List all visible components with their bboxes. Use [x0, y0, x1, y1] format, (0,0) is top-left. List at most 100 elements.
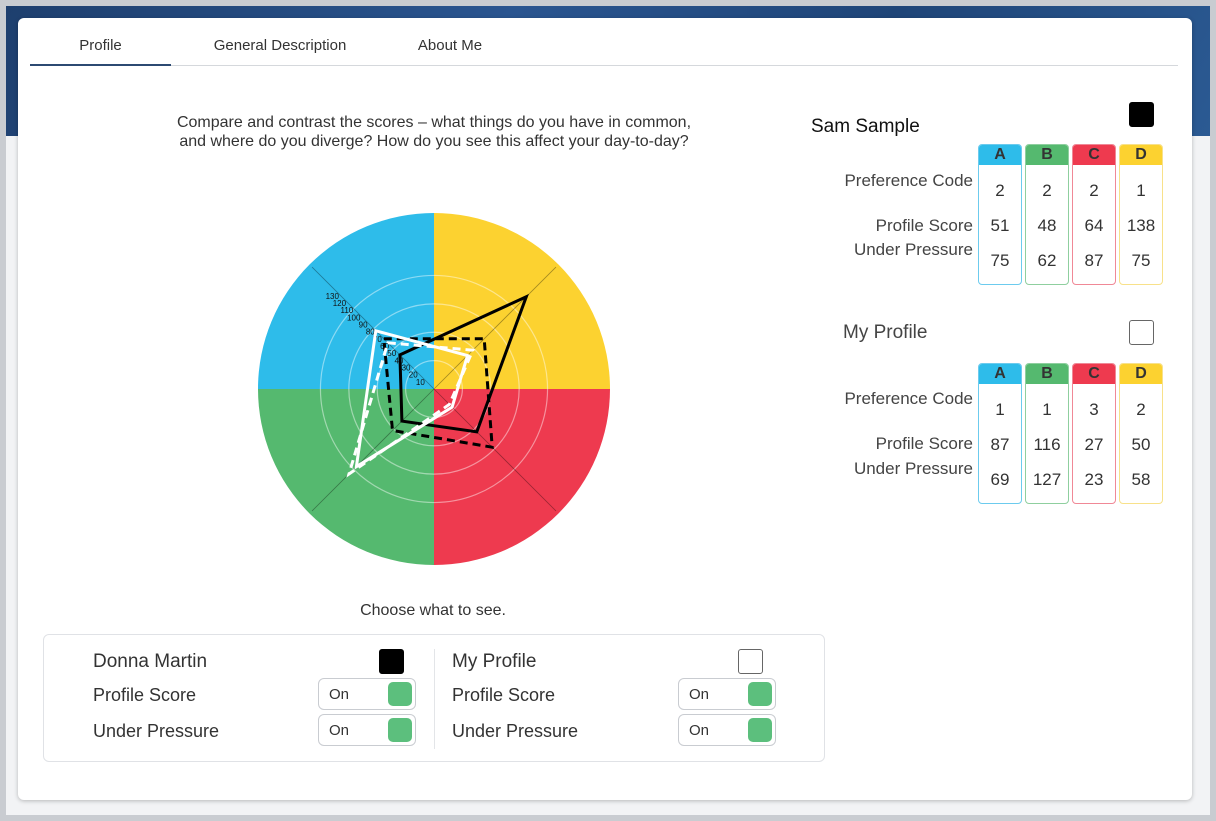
- column-header: B: [1026, 364, 1068, 384]
- radar-scale-label: 100: [347, 313, 361, 322]
- preference-code-value: 3: [1089, 400, 1099, 419]
- profile-name: My Profile: [843, 322, 928, 343]
- toggle-right-under-pressure[interactable]: On: [678, 714, 776, 746]
- radar-ring: [348, 303, 520, 475]
- profile-color-swatch-black: [1129, 102, 1154, 127]
- column-header: C: [1073, 364, 1115, 384]
- profile-card: Profile General Description About Me Com…: [18, 18, 1192, 800]
- toggle-state: On: [329, 722, 350, 739]
- toggle-owner-name-left: Donna Martin: [93, 651, 208, 672]
- under-pressure-value: 23: [1084, 470, 1104, 489]
- radar-scale-label: 90: [359, 321, 368, 330]
- toggle-label-under-pressure: Under Pressure: [452, 721, 579, 741]
- radar-scale-label: 30: [402, 364, 411, 373]
- column-header: A: [979, 145, 1021, 165]
- score-column-c: C 2 64 87: [1072, 144, 1116, 285]
- tab-bar: Profile General Description About Me: [30, 30, 1178, 66]
- score-column-d: D 1 138 75: [1119, 144, 1163, 285]
- row-label-preference-code: Preference Code: [844, 389, 973, 408]
- profile-score-value: 51: [990, 216, 1010, 235]
- tab-about-me[interactable]: About Me: [417, 37, 483, 54]
- toggle-owner-name-right: My Profile: [452, 651, 537, 672]
- quadrant-b: [258, 389, 434, 565]
- row-label-under-pressure: Under Pressure: [853, 240, 973, 259]
- toggle-label-under-pressure: Under Pressure: [93, 721, 220, 741]
- score-column-a: A 2 51 75: [978, 144, 1022, 285]
- profile-score-value: 138: [1126, 216, 1156, 235]
- under-pressure-value: 75: [990, 251, 1010, 270]
- visibility-toggle-panel: Donna Martin Profile Score On Under Pres…: [43, 634, 825, 762]
- profile-name: Sam Sample: [811, 116, 920, 137]
- toggle-knob: [748, 682, 772, 706]
- column-header: D: [1120, 145, 1162, 165]
- radar-series-sam-sample-profile-score: [398, 293, 529, 434]
- score-column-b: B 2 48 62: [1025, 144, 1069, 285]
- preference-code-value: 1: [1136, 181, 1146, 200]
- radar-series-my-profile-profile-score: [354, 328, 470, 470]
- radar-axis: [311, 388, 435, 512]
- toggle-state: On: [689, 686, 710, 703]
- radar-scale-label: 70: [373, 335, 382, 344]
- toggle-left-under-pressure[interactable]: On: [318, 714, 416, 746]
- radar-scale-label: 80: [366, 328, 375, 337]
- profile-score-value: 27: [1084, 435, 1104, 454]
- preference-code-value: 1: [1042, 400, 1052, 419]
- row-label-profile-score: Profile Score: [875, 434, 973, 453]
- radar-scale-label: 20: [409, 371, 418, 380]
- row-label-profile-score: Profile Score: [875, 216, 973, 235]
- toggle-label-profile-score: Profile Score: [93, 685, 197, 705]
- choose-label: Choose what to see.: [360, 602, 506, 619]
- radar-scale-label: 120: [333, 299, 347, 308]
- series-color-swatch-white: [738, 649, 763, 674]
- radar-axis: [433, 266, 557, 390]
- toggle-label-profile-score: Profile Score: [452, 685, 556, 705]
- radar-axis: [433, 388, 557, 512]
- row-label-preference-code: Preference Code: [844, 171, 973, 190]
- toggle-left-profile-score[interactable]: On: [318, 678, 416, 710]
- series-color-swatch-black: [379, 649, 404, 674]
- under-pressure-value: 127: [1032, 470, 1062, 489]
- tab-general-description[interactable]: General Description: [213, 37, 347, 54]
- column-header: A: [979, 364, 1021, 384]
- radar-scale-label: 130: [326, 292, 340, 301]
- quadrant-a: [258, 213, 434, 389]
- toggle-knob: [388, 682, 412, 706]
- under-pressure-value: 69: [990, 470, 1010, 489]
- radar-ring: [376, 331, 492, 447]
- column-header: B: [1026, 145, 1068, 165]
- profile-score-value: 87: [990, 435, 1010, 454]
- score-column-c: C 3 27 23: [1072, 363, 1116, 504]
- score-column-b: B 1 116 127: [1025, 363, 1069, 504]
- radar-scale-label: 50: [387, 349, 396, 358]
- radar-series-my-profile-under-pressure: [346, 341, 476, 478]
- quadrant-c: [434, 389, 610, 565]
- radar-series-sam-sample-under-pressure: [382, 337, 494, 449]
- tab-profile[interactable]: Profile: [30, 30, 171, 66]
- radar-scale-label: 10: [416, 378, 425, 387]
- preference-code-value: 2: [1089, 181, 1099, 200]
- radar-ring: [319, 274, 549, 504]
- profile-color-swatch-white: [1129, 320, 1154, 345]
- compare-prompt: Compare and contrast the scores – what t…: [176, 114, 692, 150]
- row-label-under-pressure: Under Pressure: [853, 459, 973, 478]
- toggle-right-profile-score[interactable]: On: [678, 678, 776, 710]
- column-header: C: [1073, 145, 1115, 165]
- column-header: D: [1120, 364, 1162, 384]
- under-pressure-value: 62: [1037, 251, 1057, 270]
- divider: [434, 649, 435, 749]
- under-pressure-value: 87: [1084, 251, 1104, 270]
- score-column-a: A 1 87 69: [978, 363, 1022, 504]
- profile-score-value: 116: [1033, 435, 1061, 454]
- quadrant-d: [434, 213, 610, 389]
- preference-code-value: 1: [995, 400, 1005, 419]
- radar-scale-label: 110: [340, 306, 353, 315]
- toggle-state: On: [329, 686, 350, 703]
- profile-score-value: 64: [1084, 216, 1104, 235]
- profile-score-value: 48: [1037, 216, 1057, 235]
- toggle-knob: [748, 718, 772, 742]
- score-column-d: D 2 50 58: [1119, 363, 1163, 504]
- radar-axis: [311, 266, 435, 390]
- toggle-state: On: [689, 722, 710, 739]
- preference-code-value: 2: [1136, 400, 1146, 419]
